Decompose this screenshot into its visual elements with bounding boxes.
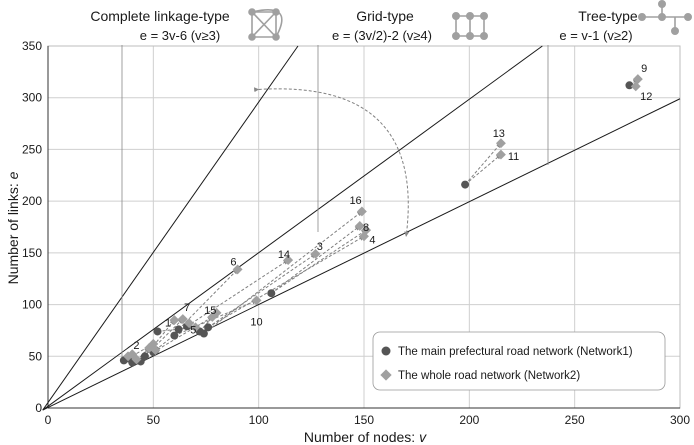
network1-point: [153, 327, 162, 336]
reference-line: [42, 98, 681, 411]
tree-type-formula: e = v-1 (v≥2): [559, 28, 632, 43]
axes: 0 50 100 150 200 250 300 0 50 100 150 200 250 300 350: [22, 39, 690, 427]
network2-point: [177, 314, 188, 325]
prefecture-label: 1: [165, 317, 171, 329]
transition-arrows: [123, 78, 639, 365]
network1-point: [461, 180, 470, 189]
network2-point: [632, 74, 643, 85]
network1-point: [625, 81, 634, 90]
tree-type-title: Tree-type: [578, 8, 638, 24]
y-tick-label: 100: [22, 298, 42, 312]
network2-point: [190, 322, 201, 333]
prefecture-label: 7: [184, 302, 190, 314]
network1-point: [174, 325, 183, 334]
network-transition-arrow: [178, 269, 238, 330]
prefecture-label: 14: [278, 249, 290, 261]
network2-point: [232, 264, 243, 275]
data-points: [119, 74, 643, 367]
legend-network2-marker: [380, 369, 392, 381]
legend-network1-marker: [381, 346, 391, 356]
x-tick-label: 250: [565, 413, 585, 427]
network2-point: [131, 354, 142, 365]
network2-point: [150, 345, 161, 356]
network2-point: [361, 225, 372, 236]
x-tick-label: 100: [249, 413, 269, 427]
network2-point: [630, 81, 641, 92]
network2-point: [495, 149, 506, 160]
y-axis-label: Number of links: e: [5, 171, 21, 284]
network-transition-arrow: [464, 154, 502, 185]
x-tick-label: 300: [670, 413, 690, 427]
network2-point: [251, 295, 262, 306]
reference-line: [42, 45, 299, 411]
network2-point: [356, 206, 367, 217]
network2-point: [211, 307, 222, 318]
prefecture-label: 9: [641, 63, 647, 75]
network-transition-arrow: [271, 229, 367, 294]
complete-graph-icon: [248, 8, 283, 41]
network-transition-arrow: [271, 225, 361, 294]
network2-point: [354, 221, 365, 231]
network2-point: [283, 255, 294, 266]
network-transition-arrow: [207, 253, 316, 328]
network-transition-arrow: [144, 318, 184, 357]
curved-double-arrow: [254, 87, 410, 237]
y-tick-label: 50: [29, 349, 43, 363]
network-transition-arrow: [207, 235, 365, 328]
prefecture-label: 8: [363, 222, 369, 234]
prefecture-label: 2: [133, 340, 139, 352]
network-transition-arrow: [140, 319, 175, 362]
grid-type-formula: e = (3v/2)-2 (v≥4): [332, 28, 432, 43]
grid-type-title: Grid-type: [356, 8, 414, 24]
x-tick-label: 200: [459, 413, 479, 427]
legend: The main prefectural road network (Netwo…: [372, 331, 666, 391]
network2-point: [184, 318, 195, 329]
y-tick-label: 200: [22, 194, 42, 208]
network1-point: [204, 323, 213, 332]
legend-network1-label: The main prefectural road network (Netwo…: [398, 346, 633, 358]
network1-point: [140, 352, 149, 361]
prefecture-label: 11: [508, 151, 519, 163]
legend-network2-label: The whole road network (Network2): [398, 370, 580, 382]
prefecture-label: 6: [230, 256, 236, 268]
x-tick-label: 0: [45, 413, 52, 427]
prefecture-label: 5: [190, 325, 196, 337]
prefecture-label: 15: [204, 305, 216, 317]
y-tick-label: 0: [35, 401, 42, 415]
network-transition-arrow: [186, 259, 289, 327]
network1-point: [267, 289, 276, 298]
network2-point: [495, 138, 506, 149]
prefecture-label: 16: [349, 195, 361, 207]
network-transition-arrow: [203, 211, 363, 334]
grid-graph-icon: [451, 12, 488, 40]
y-tick-label: 350: [22, 39, 42, 53]
x-tick-label: 150: [354, 413, 374, 427]
network-transition-arrow: [464, 142, 502, 185]
complete-linkage-formula: e = 3v-6 (v≥3): [140, 28, 220, 43]
network-transition-arrow: [153, 316, 213, 353]
x-tick-label: 50: [147, 413, 161, 427]
prefecture-label: 13: [493, 128, 505, 140]
y-tick-label: 300: [22, 91, 42, 105]
network2-point: [169, 315, 180, 326]
network1-point: [170, 331, 179, 340]
y-tick-label: 250: [22, 142, 42, 156]
complete-linkage-title: Complete linkage-type: [90, 8, 230, 24]
x-axis-label: Number of nodes: v: [304, 429, 427, 445]
prefecture-label: 10: [250, 316, 262, 328]
prefecture-label: 3: [317, 241, 323, 253]
y-tick-label: 150: [22, 246, 42, 260]
tree-graph-icon: [637, 0, 692, 35]
prefecture-label: 12: [640, 91, 652, 103]
prefecture-label: 4: [369, 235, 375, 247]
grid-lines: [47, 45, 681, 409]
network1-point: [199, 329, 208, 338]
